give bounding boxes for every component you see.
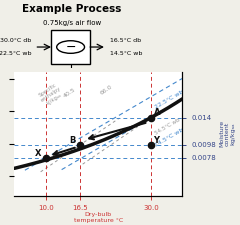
Text: 0.75kg/s air flow: 0.75kg/s air flow: [43, 20, 101, 26]
Circle shape: [57, 41, 84, 53]
Y-axis label: Moisture
content
kg/kgₐₐ: Moisture content kg/kgₐₐ: [219, 120, 235, 147]
Text: A: A: [154, 108, 161, 117]
X-axis label: Dry-bulb
temperature °C: Dry-bulb temperature °C: [74, 212, 123, 223]
Text: Specific
enthalpy
kJ/kgₐₐ: Specific enthalpy kJ/kgₐₐ: [37, 81, 66, 108]
Bar: [51, 30, 90, 64]
Text: 40.5: 40.5: [62, 87, 77, 99]
Text: Y: Y: [154, 136, 160, 145]
Text: 54.5°C wb: 54.5°C wb: [154, 117, 181, 136]
Text: Example Process: Example Process: [22, 4, 122, 14]
Text: 14.5°C wb: 14.5°C wb: [154, 127, 184, 147]
Text: 22.5°C wb: 22.5°C wb: [0, 51, 32, 56]
Text: 30.0°C db: 30.0°C db: [0, 38, 32, 43]
Text: −: −: [65, 40, 76, 54]
Text: X: X: [34, 149, 41, 158]
Text: 66.0: 66.0: [99, 84, 113, 95]
Text: 16.5°C db: 16.5°C db: [110, 38, 141, 43]
Text: B: B: [70, 136, 76, 145]
Text: 22.5°C wb: 22.5°C wb: [154, 89, 184, 110]
Text: 14.5°C wb: 14.5°C wb: [110, 51, 142, 56]
